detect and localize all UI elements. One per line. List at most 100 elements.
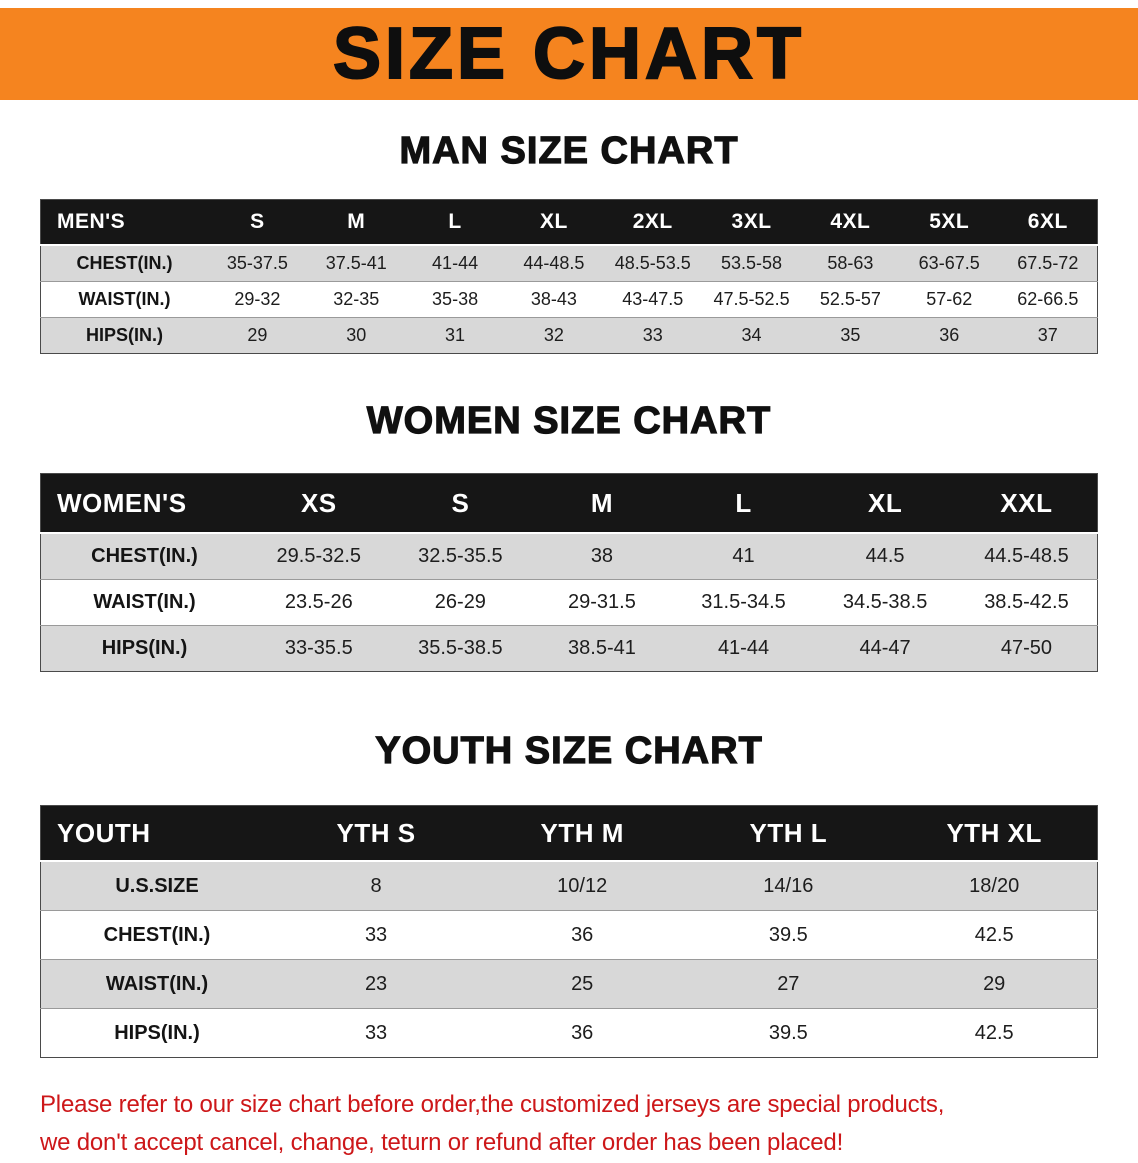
row-label: CHEST(IN.) [40,244,208,282]
size-value: 42.5 [891,1008,1098,1058]
size-column-header: 2XL [603,199,703,246]
size-value: 39.5 [685,910,892,960]
size-column-header: YTH XL [891,805,1098,862]
size-column-header: YTH M [479,805,686,862]
section-heading: MAN SIZE CHART [399,129,739,172]
size-column-header: 3XL [702,199,801,246]
table-row: HIPS(IN.) 29 30 31 32 33 34 35 36 37 [40,317,1098,354]
size-value: 29 [891,959,1098,1009]
size-value: 63-67.5 [899,244,999,282]
size-column-header: XL [504,199,604,246]
size-value: 36 [479,1008,686,1058]
size-value: 41 [672,532,815,580]
size-value: 26-29 [389,579,532,626]
table-row: CHEST(IN.) 29.5-32.5 32.5-35.5 38 41 44.5 44.5… [40,532,1098,580]
size-value: 35-37.5 [208,244,307,282]
size-value: 52.5-57 [800,281,900,318]
size-value: 32.5-35.5 [389,532,532,580]
size-value: 41-44 [672,625,815,672]
size-value: 47-50 [955,625,1098,672]
row-label: CHEST(IN.) [40,910,273,960]
row-label: HIPS(IN.) [40,317,208,354]
section-heading: WOMEN SIZE CHART [366,399,772,442]
row-label: U.S.SIZE [40,860,273,911]
size-section: YOUTH SIZE CHART YOUTH YTH S YTH M YTH L YTH … [0,729,1138,1058]
size-value: 31.5-34.5 [672,579,815,626]
size-value: 33-35.5 [248,625,390,672]
size-value: 35 [800,317,900,354]
size-value: 58-63 [800,244,900,282]
table-group-label: WOMEN'S [40,473,248,534]
size-value: 34.5-38.5 [814,579,956,626]
size-value: 23.5-26 [248,579,390,626]
size-value: 32 [504,317,604,354]
size-value: 36 [899,317,999,354]
table-row: WAIST(IN.) 23 25 27 29 [40,959,1098,1009]
size-value: 8 [273,860,480,911]
table-header-row: WOMEN'S XS S M L XL XXL [40,473,1098,534]
size-table: MEN'S S M L XL 2XL 3XL 4XL 5XL 6XL CHEST(IN.) 35-37… [40,199,1098,354]
size-column-header: YTH S [273,805,480,862]
size-value: 25 [479,959,686,1009]
size-value: 38-43 [504,281,604,318]
size-value: 44-47 [814,625,956,672]
size-value: 43-47.5 [603,281,703,318]
table-row: CHEST(IN.) 35-37.5 37.5-41 41-44 44-48.5 48.5… [40,244,1098,282]
size-value: 39.5 [685,1008,892,1058]
size-table: WOMEN'S XS S M L XL XXL CHEST(IN.) 29.5-32.5 32.5… [40,473,1098,672]
size-value: 44.5 [814,532,956,580]
size-value: 14/16 [685,860,892,911]
size-value: 29-31.5 [531,579,673,626]
size-column-header: XXL [955,473,1098,534]
size-value: 34 [702,317,801,354]
size-column-header: YTH L [685,805,892,862]
table-row: WAIST(IN.) 23.5-26 26-29 29-31.5 31.5-34.5 34… [40,579,1098,626]
table-group-label: MEN'S [40,199,208,246]
size-value: 10/12 [479,860,686,911]
row-label: WAIST(IN.) [40,579,248,626]
size-value: 23 [273,959,480,1009]
size-value: 32-35 [306,281,406,318]
size-value: 44.5-48.5 [955,532,1098,580]
size-value: 48.5-53.5 [603,244,703,282]
row-label: HIPS(IN.) [40,625,248,672]
size-value: 29 [208,317,307,354]
section-heading: YOUTH SIZE CHART [375,729,763,772]
table-row: CHEST(IN.) 33 36 39.5 42.5 [40,910,1098,960]
size-column-header: S [208,199,307,246]
size-value: 57-62 [899,281,999,318]
size-value: 53.5-58 [702,244,801,282]
size-value: 33 [273,910,480,960]
row-label: WAIST(IN.) [40,959,273,1009]
size-column-header: XS [248,473,390,534]
size-value: 38.5-41 [531,625,673,672]
size-value: 37.5-41 [306,244,406,282]
size-value: 38 [531,532,673,580]
size-column-header: L [672,473,815,534]
size-section: MAN SIZE CHART MEN'S S M L XL 2XL 3XL 4XL 5XL 6XL C… [0,129,1138,354]
size-value: 42.5 [891,910,1098,960]
size-value: 35.5-38.5 [389,625,532,672]
size-value: 27 [685,959,892,1009]
size-value: 31 [405,317,505,354]
size-column-header: 4XL [800,199,900,246]
size-column-header: M [531,473,673,534]
size-value: 62-66.5 [998,281,1098,318]
table-row: HIPS(IN.) 33 36 39.5 42.5 [40,1008,1098,1058]
size-value: 41-44 [405,244,505,282]
size-column-header: M [306,199,406,246]
size-value: 67.5-72 [998,244,1098,282]
row-label: WAIST(IN.) [40,281,208,318]
size-value: 37 [998,317,1098,354]
size-value: 30 [306,317,406,354]
size-value: 38.5-42.5 [955,579,1098,626]
table-group-label: YOUTH [40,805,273,862]
size-value: 18/20 [891,860,1098,911]
table-row: U.S.SIZE 8 10/12 14/16 18/20 [40,860,1098,911]
size-value: 35-38 [405,281,505,318]
size-value: 36 [479,910,686,960]
row-label: CHEST(IN.) [40,532,248,580]
size-value: 33 [603,317,703,354]
table-header-row: YOUTH YTH S YTH M YTH L YTH XL [40,805,1098,862]
size-column-header: 5XL [899,199,999,246]
